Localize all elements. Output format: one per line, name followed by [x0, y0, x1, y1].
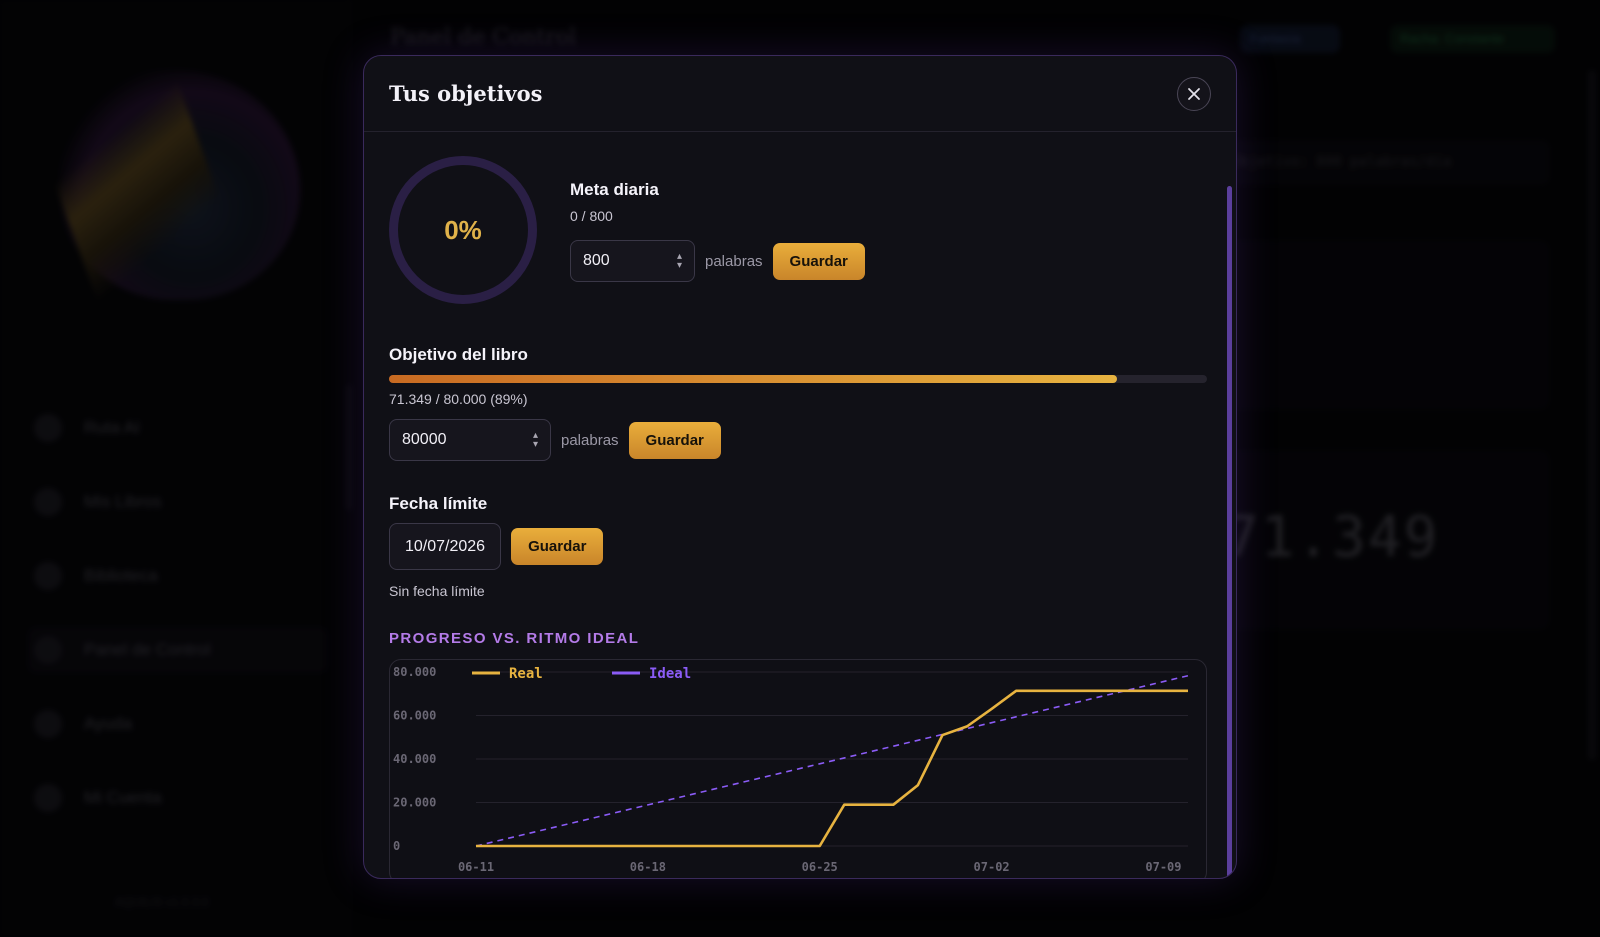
close-icon: [1188, 87, 1200, 100]
chart-y-tick-label: 0: [393, 839, 400, 853]
daily-goal-input-value: 800: [583, 252, 610, 269]
streak-badge: Racha: Constante: [1390, 25, 1555, 53]
chart-series-ideal: [475, 674, 1189, 847]
modal-title: Tus objetivos: [389, 81, 543, 106]
chart-icon: [34, 636, 62, 664]
modal-header: Tus objetivos: [364, 56, 1236, 132]
deadline-controls: 10/07/2026 Guardar: [389, 523, 1207, 570]
sidebar-nav: Ruta AI Mis Libros Biblioteca Panel de C…: [28, 405, 328, 849]
library-icon: [34, 562, 62, 590]
sidebar-item-ayuda[interactable]: Ayuda: [28, 701, 328, 747]
book-goal-section: Objetivo del libro 71.349 / 80.000 (89%)…: [389, 345, 1207, 461]
save-daily-goal-button[interactable]: Guardar: [772, 242, 865, 280]
help-icon: [34, 710, 62, 738]
book-goal-input[interactable]: 80000 ▴ ▾: [389, 419, 551, 461]
chart-x-tick-label: 06-18: [630, 860, 666, 874]
daily-goal-progress: 0 / 800: [570, 208, 613, 224]
chart-x-tick-label: 06-11: [458, 860, 494, 874]
chart-y-tick-label: 60.000: [393, 709, 436, 723]
app-version: AQUILIS v1.0.3.0: [115, 895, 209, 909]
book-goal-controls: 80000 ▴ ▾ palabras Guardar: [389, 419, 1207, 461]
sidebar-item-label: Mis Libros: [84, 492, 162, 511]
chart-y-tick-label: 40.000: [393, 752, 436, 766]
chat-icon: [34, 414, 62, 442]
daily-goal-controls: 800 ▴ ▾ palabras Guardar: [570, 240, 865, 282]
daily-goal-info: Meta diaria 0 / 800 800 ▴ ▾ palabras Guar…: [570, 180, 865, 282]
modal-scrollbar[interactable]: [1227, 186, 1232, 878]
save-deadline-button[interactable]: Guardar: [511, 528, 604, 565]
stepper-icon[interactable]: ▴ ▾: [676, 251, 682, 271]
close-button[interactable]: [1177, 76, 1211, 111]
progress-chart-svg: 80.000 60.000 40.000 20.000 0 06-11 06-18 06-25…: [393, 665, 1189, 874]
daily-goal-section: 0% Meta diaria 0 / 800 800 ▴ ▾ palabras G…: [389, 132, 1207, 332]
chart-y-tick-label: 80.000: [393, 665, 436, 679]
total-words-card: [1220, 450, 1550, 630]
chart-series-real: [476, 689, 1188, 848]
sidebar-scrollbar[interactable]: [346, 385, 352, 510]
deadline-section: Fecha límite 10/07/2026 Guardar Sin fech…: [389, 494, 1207, 599]
chart-y-tick-label: 20.000: [393, 796, 436, 810]
book-progress-fill: [389, 375, 1118, 383]
deadline-date-input[interactable]: 10/07/2026: [389, 523, 502, 570]
page-title: Panel de Control: [390, 25, 577, 50]
daily-progress-percent: 0%: [444, 214, 482, 245]
sidebar-item-label: Panel de Control: [84, 640, 211, 659]
progress-chart: 80.000 60.000 40.000 20.000 0 06-11 06-18 06-25…: [389, 659, 1207, 878]
chart-heading: PROGRESO VS. RITMO IDEAL: [389, 630, 640, 647]
daily-goal-label: Meta diaria: [570, 180, 659, 199]
sidebar-item-label: Mi Cuenta: [84, 788, 162, 807]
total-words-number: 71.349: [1225, 505, 1440, 570]
sidebar-item-label: Ayuda: [84, 714, 132, 733]
book-goal-progress: 71.349 / 80.000 (89%): [389, 391, 528, 407]
sidebar-item-mis-libros[interactable]: Mis Libros: [28, 479, 328, 525]
stepper-icon[interactable]: ▴ ▾: [532, 430, 538, 450]
sidebar: Ruta AI Mis Libros Biblioteca Panel de C…: [0, 0, 350, 937]
chart-x-tick-label: 06-25: [802, 860, 838, 874]
deadline-note: Sin fecha límite: [389, 583, 485, 599]
sidebar-item-mi-cuenta[interactable]: Mi Cuenta: [28, 775, 328, 821]
genre-button[interactable]: Fantasía: [1240, 25, 1340, 53]
daily-progress-ring: 0%: [389, 156, 537, 304]
objective-card: Objetivo: 800 palabras/día: [1220, 140, 1550, 185]
book-goal-input-value: 80000: [402, 431, 447, 448]
daily-goal-unit: palabras: [705, 252, 763, 270]
book-goal-unit: palabras: [561, 431, 619, 449]
deadline-label: Fecha límite: [389, 494, 488, 513]
sidebar-item-panel-de-control[interactable]: Panel de Control: [28, 627, 328, 673]
modal-body: 0% Meta diaria 0 / 800 800 ▴ ▾ palabras G…: [389, 132, 1207, 878]
sidebar-item-ruta-ai[interactable]: Ruta AI: [28, 405, 328, 451]
stats-card: [1220, 240, 1550, 410]
sidebar-item-label: Biblioteca: [84, 566, 158, 585]
user-icon: [34, 784, 62, 812]
goals-modal: Tus objetivos 0% Meta diaria 0 / 800 800…: [363, 55, 1237, 879]
book-icon: [34, 488, 62, 516]
chart-x-tick-label: 07-09: [1145, 860, 1181, 874]
save-book-goal-button[interactable]: Guardar: [628, 421, 721, 459]
book-progress-bar: [389, 375, 1207, 383]
chart-legend-label: Real: [509, 666, 543, 682]
daily-goal-input[interactable]: 800 ▴ ▾: [570, 240, 695, 282]
chart-legend-label: Ideal: [649, 666, 691, 682]
book-goal-label: Objetivo del libro: [389, 345, 528, 364]
page-scrollbar[interactable]: [1588, 70, 1596, 760]
chart-x-tick-label: 07-02: [974, 860, 1010, 874]
sidebar-item-label: Ruta AI: [84, 418, 140, 437]
sidebar-item-biblioteca[interactable]: Biblioteca: [28, 553, 328, 599]
